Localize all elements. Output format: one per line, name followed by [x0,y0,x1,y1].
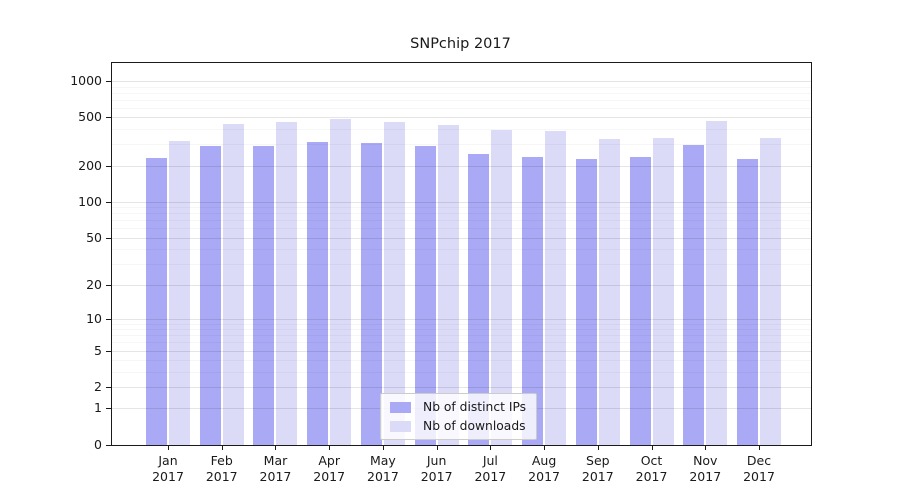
y-tick-mark-10 [106,318,112,320]
y-tick-label-500: 500 [78,109,102,125]
bar-ips-dec [737,159,758,445]
y-tick-label-200: 200 [78,157,102,173]
legend-swatch-downloads [390,420,411,432]
bar-ips-aug [522,157,544,445]
y-tick-mark-200 [106,165,112,167]
bar-downloads-feb [222,124,244,445]
legend-label-ips: Nb of distinct IPs [423,400,527,414]
bar-ips-feb [199,146,221,445]
x-tick-mark-jul [490,445,492,450]
x-tick-mark-may [382,445,384,450]
y-tick-mark-0 [106,445,112,446]
bar-ips-oct [629,156,651,445]
x-tick-mark-jun [436,445,438,450]
y-tick-mark-20 [106,284,112,286]
y-tick-label-2: 2 [94,379,102,395]
x-tick-label-dec: Dec 2017 [743,453,775,484]
y-tick-label-100: 100 [78,193,102,209]
bar-downloads-apr [330,118,352,445]
bar-downloads-sep [598,139,620,445]
y-tick-mark-5 [106,350,112,352]
x-tick-mark-sep [597,445,599,450]
x-tick-label-jun: Jun 2017 [420,453,453,484]
bar-downloads-dec [760,138,781,445]
bar-downloads-jun [437,124,459,445]
x-tick-label-oct: Oct 2017 [635,453,668,484]
bar-ips-mar [253,145,275,445]
x-tick-label-apr: Apr 2017 [313,453,346,484]
bar-ips-jul [468,154,490,445]
x-tick-mark-nov [705,445,707,450]
x-tick-mark-aug [544,445,546,450]
x-tick-label-jul: Jul 2017 [474,453,507,484]
y-tick-label-1: 1 [94,400,102,416]
x-tick-mark-jan [168,445,169,450]
bar-ips-sep [575,159,597,445]
y-tick-label-10: 10 [86,310,102,326]
bar-ips-apr [307,141,329,445]
x-tick-mark-dec [759,445,760,450]
y-tick-label-1000: 1000 [70,73,102,88]
legend-label-downloads: Nb of downloads [423,419,526,433]
y-tick-label-5: 5 [94,342,102,358]
bar-downloads-aug [545,130,567,445]
x-tick-mark-oct [651,445,653,450]
chart-title: SNPchip 2017 [410,36,511,52]
y-tick-mark-1 [106,408,112,410]
y-tick-mark-1000 [106,81,112,82]
bar-downloads-jan [169,141,190,445]
x-tick-label-jan: Jan 2017 [152,453,184,484]
x-tick-label-aug: Aug 2017 [528,453,560,484]
bar-downloads-oct [652,137,674,445]
bar-ips-jun [414,146,436,445]
y-tick-mark-2 [106,387,112,389]
y-tick-mark-500 [106,117,112,119]
plot-area: Nb of distinct IPs Nb of downloads 0 1 2 5 1… [70,62,812,484]
x-tick-mark-feb [221,445,223,450]
bar-ips-jan [146,158,167,445]
legend-swatch-ips [390,401,411,413]
y-tick-label-20: 20 [86,276,102,292]
x-tick-label-may: May 2017 [367,453,399,484]
bar-ips-nov [683,145,705,445]
y-tick-mark-50 [106,237,112,239]
y-tick-label-0: 0 [94,437,102,452]
x-tick-label-mar: Mar 2017 [259,453,292,484]
x-tick-label-sep: Sep 2017 [581,453,614,484]
bar-downloads-nov [706,121,728,445]
legend: Nb of distinct IPs Nb of downloads [380,393,538,440]
bar-downloads-jul [491,130,513,445]
x-tick-label-nov: Nov 2017 [689,453,722,484]
legend-item-ips: Nb of distinct IPs [390,400,526,414]
y-tick-label-50: 50 [86,229,102,245]
bars-layer [112,63,811,445]
x-tick-mark-mar [275,445,277,450]
x-tick-mark-apr [329,445,331,450]
x-tick-label-feb: Feb 2017 [205,453,238,484]
bar-downloads-mar [276,121,298,445]
y-tick-mark-100 [106,201,112,203]
legend-item-downloads: Nb of downloads [390,419,526,433]
bar-ips-may [360,143,382,445]
bar-downloads-may [383,122,405,445]
